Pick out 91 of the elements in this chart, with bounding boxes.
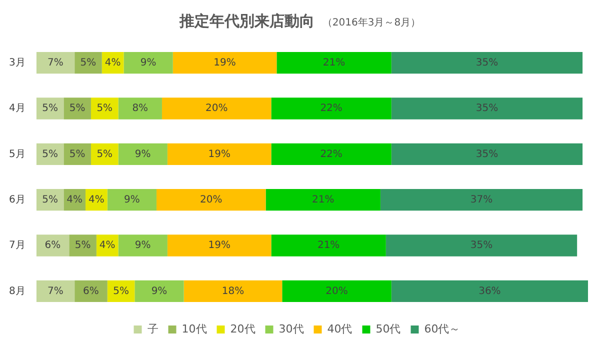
legend-label: 30代 <box>278 322 304 336</box>
data-label: 22% <box>320 148 342 160</box>
data-label: 9% <box>124 194 140 206</box>
bar <box>282 280 392 302</box>
data-label: 21% <box>312 194 334 206</box>
y-tick-label: 8月 <box>8 286 26 297</box>
data-label: 5% <box>42 194 58 206</box>
bar <box>36 52 75 74</box>
legend-label: 10代 <box>182 322 207 336</box>
bar <box>36 280 75 302</box>
data-label: 9% <box>140 57 156 68</box>
bar <box>386 234 578 256</box>
bar <box>184 280 282 302</box>
data-label: 21% <box>322 57 346 68</box>
data-label: 20% <box>205 103 228 114</box>
data-label: 35% <box>476 57 498 68</box>
bar <box>167 143 272 166</box>
bar <box>391 280 588 302</box>
y-tick-label: 4月 <box>8 103 26 114</box>
data-label: 22% <box>320 103 342 114</box>
data-label: 35% <box>476 103 498 114</box>
bar <box>118 143 168 166</box>
bar <box>271 234 386 256</box>
data-label: 7% <box>48 57 64 68</box>
legend-label: 60代～ <box>424 322 460 336</box>
data-label: 8% <box>132 103 148 114</box>
data-label: 9% <box>151 286 168 297</box>
data-label: 9% <box>134 148 151 160</box>
bar <box>90 143 118 166</box>
bar <box>69 234 96 256</box>
bar <box>276 52 392 74</box>
legend-label: 50代 <box>376 322 401 336</box>
bar <box>391 143 583 166</box>
data-label: 5% <box>80 57 96 68</box>
data-label: 5% <box>113 286 129 297</box>
y-tick-label: 7月 <box>8 240 26 252</box>
data-label: 6% <box>83 286 99 297</box>
chart-title: 推定年代別来店動向 <box>178 12 314 30</box>
data-label: 19% <box>208 148 230 160</box>
data-label: 35% <box>476 148 498 160</box>
bar <box>172 52 277 74</box>
bar <box>107 188 157 211</box>
data-label: 5% <box>42 103 58 114</box>
bar <box>271 98 392 120</box>
bar <box>167 234 272 256</box>
bar <box>162 98 272 120</box>
data-label: 5% <box>42 148 58 160</box>
data-label: 5% <box>69 103 86 114</box>
data-label: 5% <box>96 103 113 114</box>
bar <box>74 280 108 302</box>
bar <box>36 98 64 120</box>
bar <box>64 98 91 120</box>
data-label: 20% <box>326 286 348 297</box>
data-label: 5% <box>96 148 113 160</box>
data-label: 9% <box>134 240 151 252</box>
bar <box>391 98 583 120</box>
data-label: 37% <box>470 194 493 206</box>
y-tick-label: 5月 <box>8 148 26 160</box>
bar <box>36 234 70 256</box>
bar <box>380 188 583 211</box>
y-tick-label: 3月 <box>8 57 26 68</box>
chart-subtitle: （2016年3月～8月） <box>322 16 421 29</box>
bar <box>156 188 266 211</box>
data-label: 18% <box>222 286 244 297</box>
data-label: 36% <box>478 286 501 297</box>
data-label: 19% <box>208 240 230 252</box>
data-label: 5% <box>74 240 91 252</box>
data-label: 4% <box>88 194 104 206</box>
data-label: 21% <box>317 240 340 252</box>
bar <box>118 234 168 256</box>
bar <box>118 98 162 120</box>
bar <box>90 98 118 120</box>
bar <box>124 52 173 74</box>
legend-label: 40代 <box>327 322 352 336</box>
data-label: 19% <box>214 57 236 68</box>
data-label: 6% <box>44 240 61 252</box>
data-label: 4% <box>66 194 83 206</box>
data-label: 35% <box>470 240 493 252</box>
bar <box>134 280 184 302</box>
data-label: 20% <box>200 194 222 206</box>
data-label: 7% <box>48 286 64 297</box>
data-label: 5% <box>69 148 86 160</box>
bar <box>271 143 392 166</box>
bar <box>266 188 380 211</box>
bar <box>74 52 102 74</box>
legend-label: 子 <box>147 322 158 336</box>
y-tick-label: 6月 <box>8 194 26 206</box>
data-label: 4% <box>104 57 121 68</box>
bar <box>391 52 583 74</box>
data-label: 4% <box>99 240 116 252</box>
legend-label: 20代 <box>230 322 256 336</box>
